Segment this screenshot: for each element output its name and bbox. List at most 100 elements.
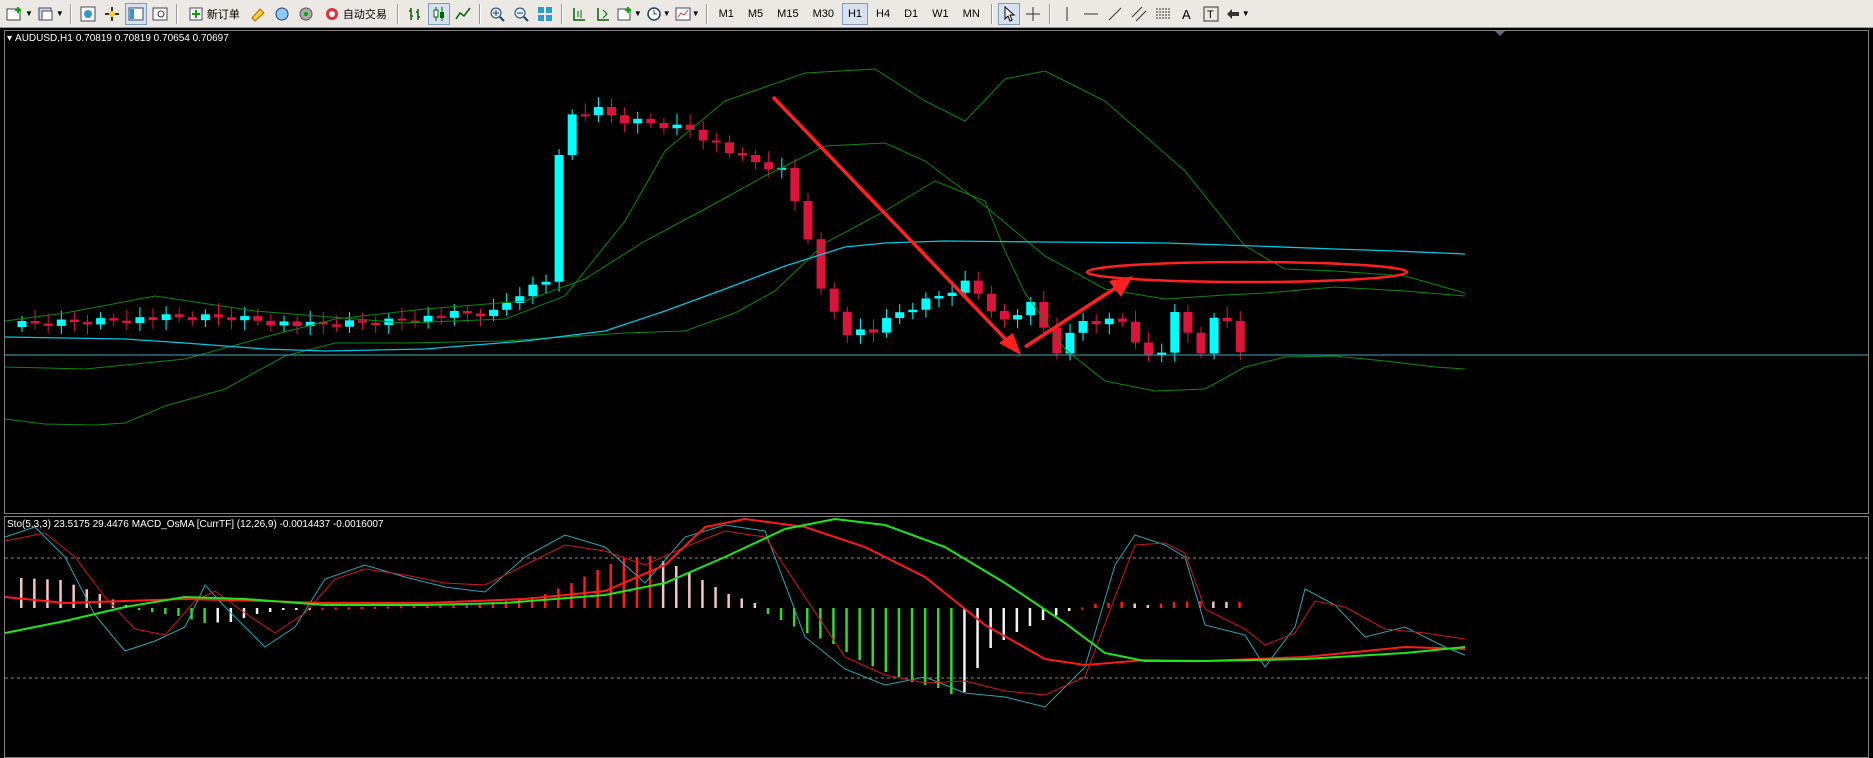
macd-histogram-bar — [478, 603, 481, 608]
macd-histogram-bar — [347, 607, 350, 610]
candle-body — [358, 320, 368, 323]
indicator-panel[interactable]: Sto(5,3,3) 23.5175 29.4476 MACD_OsMA [Cur… — [4, 516, 1869, 758]
fibonacci-icon[interactable] — [1152, 3, 1174, 25]
candle-body — [724, 142, 734, 154]
candle-body — [869, 329, 878, 333]
candle-body — [17, 321, 27, 327]
macd-histogram-bar — [151, 608, 154, 612]
toolbar: ▼ ▼ 新订单 自动交易 ▼ ▼ ▼ M1 M5 M15 M30 H1 H4 D… — [0, 0, 1873, 28]
auto-trading-button[interactable]: 自动交易 — [319, 3, 392, 25]
macd-histogram-bar — [1146, 605, 1150, 608]
timeframe-w1[interactable]: W1 — [932, 7, 949, 20]
candle-body — [449, 311, 459, 318]
macd-histogram-bar — [1185, 601, 1189, 608]
macd-histogram-bar — [609, 564, 612, 608]
timeframe-h1[interactable]: H1 — [841, 2, 869, 25]
candle-body — [541, 281, 551, 285]
timeframe-m5[interactable]: M5 — [747, 7, 764, 20]
macd-histogram-bar — [504, 601, 508, 608]
bollinger-middle-band — [5, 142, 1466, 370]
candle-body — [83, 322, 92, 325]
vertical-line-icon[interactable] — [1056, 3, 1078, 25]
candle-body — [122, 320, 132, 323]
zoom-in-icon[interactable] — [486, 3, 508, 25]
terminal-icon[interactable] — [149, 3, 171, 25]
candle-body — [1013, 315, 1023, 320]
indicator-chart — [5, 517, 1868, 708]
bar-chart-icon[interactable] — [404, 3, 426, 25]
main-chart-panel[interactable]: ▾ AUDUSD,H1 0.70819 0.70819 0.70654 0.7069… — [4, 30, 1869, 514]
macd-histogram-bar — [701, 580, 704, 608]
toolbar-separator — [396, 3, 399, 24]
uptrend-arrow-line — [1024, 281, 1124, 349]
macd-histogram-bar — [242, 608, 246, 618]
profiles-button[interactable]: ▼ — [36, 3, 65, 25]
autoscroll-icon[interactable] — [592, 3, 614, 25]
macd-histogram-bar — [1120, 602, 1123, 608]
timeframe-mn[interactable]: MN — [962, 7, 980, 20]
macd-histogram-bar — [570, 583, 573, 608]
market-watch-icon[interactable] — [77, 3, 99, 25]
templates-icon[interactable]: ▼ — [674, 3, 701, 25]
candle-body — [1052, 327, 1062, 354]
timeframe-h4[interactable]: H4 — [876, 7, 891, 20]
toolbar-separator — [1048, 3, 1051, 24]
candle-body — [187, 317, 197, 321]
timeframe-m30[interactable]: M30 — [812, 7, 834, 20]
trendline-icon[interactable] — [1104, 3, 1126, 25]
data-window-icon[interactable] — [124, 2, 147, 25]
timeframe-m1[interactable]: M1 — [718, 7, 734, 20]
navigator-icon[interactable] — [101, 3, 123, 25]
chart-shift-icon[interactable] — [568, 3, 590, 25]
new-order-button[interactable]: 新订单 — [183, 3, 245, 25]
tile-windows-icon[interactable] — [534, 3, 556, 25]
macd-histogram-bar — [255, 608, 259, 614]
candle-body — [855, 329, 865, 335]
toolbar-separator — [560, 3, 563, 24]
candle-body — [371, 322, 381, 326]
auto-trading-label: 自动交易 — [342, 8, 387, 21]
candle-body — [423, 315, 433, 323]
timeframe-d1[interactable]: D1 — [904, 7, 919, 20]
candle-body — [738, 153, 747, 156]
periods-icon[interactable]: ▼ — [645, 3, 672, 25]
candle-body — [462, 311, 472, 314]
timeframe-m15[interactable]: M15 — [777, 7, 799, 20]
cursor-icon[interactable] — [997, 2, 1020, 25]
macd-histogram-bar — [910, 608, 914, 682]
crosshair-icon[interactable] — [1022, 3, 1044, 25]
candle-body — [214, 314, 223, 318]
candle-body — [895, 312, 905, 318]
strategy-tester-icon[interactable] — [271, 3, 293, 25]
text-label-icon[interactable]: T — [1200, 3, 1222, 25]
candle-body — [502, 303, 512, 310]
chart-ohlc: 0.70819 0.70819 0.70654 0.70697 — [75, 33, 229, 44]
macd-histogram-bar — [976, 608, 979, 668]
candle-body — [43, 323, 53, 326]
macd-histogram-bar — [727, 594, 730, 608]
candle-body — [1144, 342, 1154, 355]
horizontal-line-icon[interactable] — [1080, 3, 1102, 25]
equidistant-channel-icon[interactable] — [1128, 3, 1150, 25]
macd-histogram-bar — [282, 608, 285, 610]
macd-histogram-bar — [530, 597, 534, 608]
candle-body — [593, 107, 603, 116]
text-icon[interactable]: A — [1176, 3, 1198, 25]
macd-histogram-bar — [937, 608, 940, 688]
stochastic-signal-line — [5, 530, 1466, 696]
signals-icon[interactable] — [295, 3, 317, 25]
candle-body — [960, 280, 970, 293]
candle-body — [1091, 321, 1101, 325]
candle-body — [69, 319, 79, 322]
meta-editor-icon[interactable] — [247, 3, 269, 25]
chart-menu-triangle-icon[interactable]: ▾ — [7, 33, 13, 44]
candlestick-icon[interactable] — [427, 2, 450, 25]
zoom-out-icon[interactable] — [510, 3, 532, 25]
candle-body — [227, 317, 237, 321]
line-chart-icon[interactable] — [452, 3, 474, 25]
candle-body — [842, 311, 852, 335]
macd-histogram-bar — [1199, 601, 1202, 608]
new-chart-button[interactable]: ▼ — [5, 3, 34, 25]
arrows-icon[interactable]: ▼ — [1224, 3, 1251, 25]
indicators-icon[interactable]: ▼ — [616, 3, 643, 25]
